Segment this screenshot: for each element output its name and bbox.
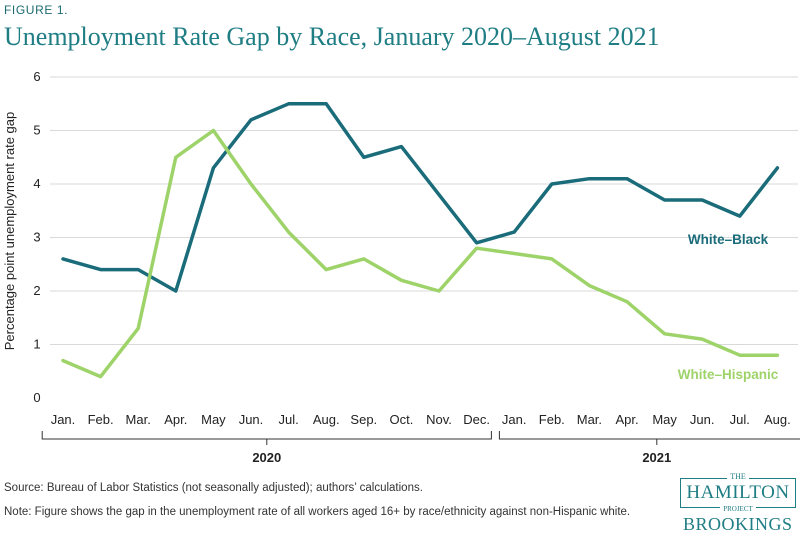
series-label: White–Hispanic <box>678 367 779 382</box>
x-tick-label: Sep. <box>350 412 377 427</box>
y-tick-label: 0 <box>33 390 40 405</box>
chart-title: Unemployment Rate Gap by Race, January 2… <box>4 22 660 51</box>
y-tick-label: 4 <box>33 176 40 191</box>
x-tick-label: Nov. <box>426 412 452 427</box>
series-line <box>61 128 780 379</box>
x-tick-label: Jan. <box>502 412 527 427</box>
x-tick-label: Apr. <box>615 412 638 427</box>
series-labels: White–Black White–Hispanic <box>678 232 779 382</box>
x-tick-label: Dec. <box>463 412 490 427</box>
x-tick-label: Jun. <box>690 412 715 427</box>
gridlines <box>50 76 798 345</box>
y-tick-label: 5 <box>33 123 40 138</box>
y-tick-label: 2 <box>33 283 40 298</box>
x-tick-label: Feb. <box>88 412 114 427</box>
series-line <box>61 102 780 293</box>
year-label: 2021 <box>642 450 671 465</box>
x-tick-label: Jan. <box>51 412 76 427</box>
figure-label: FIGURE 1. <box>4 3 69 17</box>
x-tick-label: Oct. <box>389 412 413 427</box>
logo-name-text: HAMILTON <box>686 482 790 503</box>
y-axis-label: Percentage point unemployment rate gap <box>2 112 17 351</box>
hamilton-project-logo: THE HAMILTON PROJECT <box>680 472 796 513</box>
y-tick-label: 3 <box>33 230 40 245</box>
y-tick-label: 1 <box>33 337 40 352</box>
logo-project-text: PROJECT <box>720 505 756 513</box>
x-tick-label: May <box>652 412 677 427</box>
x-tick-label: Feb. <box>539 412 565 427</box>
series-label: White–Black <box>688 232 769 247</box>
brookings-logo: BROOKINGS <box>683 514 793 534</box>
x-tick-label: Jul. <box>730 412 750 427</box>
source-note: Source: Bureau of Labor Statistics (not … <box>4 482 423 494</box>
x-tick-label: Aug. <box>313 412 340 427</box>
year-bracket <box>41 431 492 440</box>
x-tick-label: Jun. <box>239 412 264 427</box>
logo-the-text: THE <box>727 472 749 481</box>
year-label: 2020 <box>252 450 281 465</box>
x-tick-label: Mar. <box>577 412 602 427</box>
series-lines <box>61 102 780 379</box>
x-tick-label: Apr. <box>164 412 187 427</box>
x-tick-label: Aug. <box>764 412 791 427</box>
x-tick-label: Mar. <box>126 412 151 427</box>
definition-note: Note: Figure shows the gap in the unempl… <box>4 506 631 518</box>
x-tick-label: Jul. <box>278 412 298 427</box>
year-bracket <box>498 431 800 440</box>
x-tick-label: May <box>201 412 226 427</box>
axes: Percentage point unemployment rate gap 0… <box>2 69 800 465</box>
y-tick-label: 6 <box>33 69 40 84</box>
